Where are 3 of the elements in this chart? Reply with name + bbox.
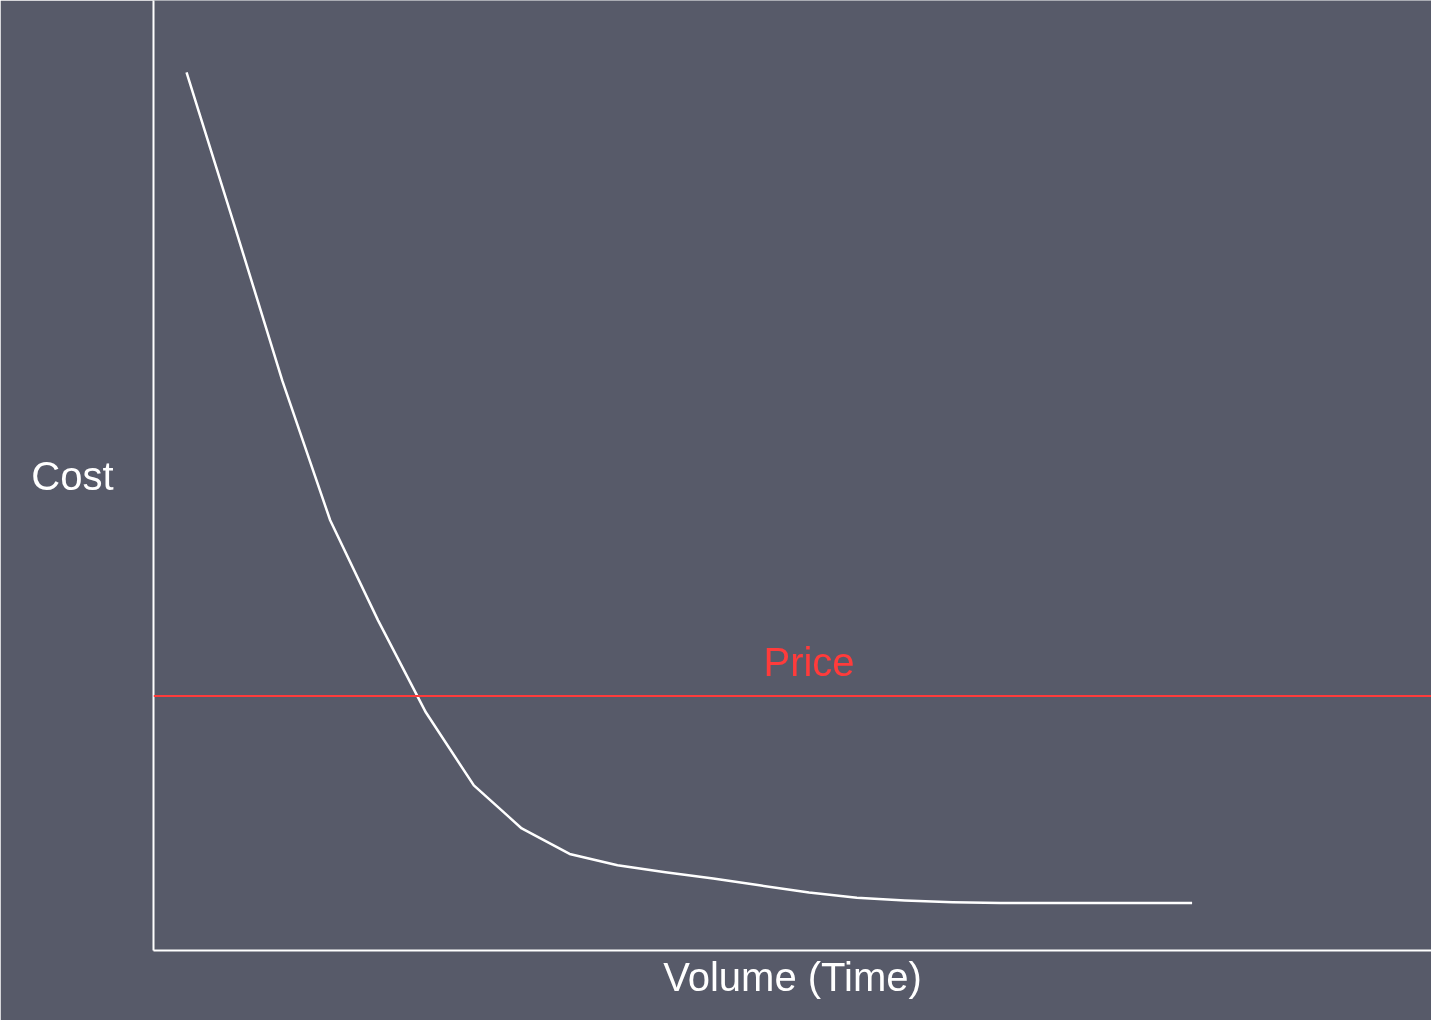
y-axis-title: Cost bbox=[31, 453, 114, 498]
ref-line-label: Price bbox=[763, 639, 855, 684]
x-axis-title: Volume (Time) bbox=[663, 954, 922, 999]
